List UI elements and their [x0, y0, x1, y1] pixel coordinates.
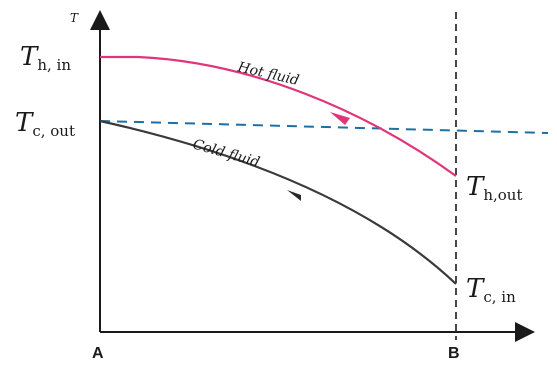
- t-c-in-label: Tc, in: [466, 274, 516, 306]
- y-axis-label: T: [70, 11, 79, 25]
- tc-out-reference-line: [99, 120, 549, 134]
- t-h-out-main: T: [466, 172, 485, 202]
- hot-fluid-curve: [100, 55, 457, 177]
- t-h-out-sub: h,out: [483, 186, 522, 204]
- t-c-in-sub: c, in: [483, 288, 516, 306]
- t-c-in-main: T: [466, 274, 485, 304]
- t-h-in-main: T: [20, 42, 39, 72]
- t-c-out-main: T: [15, 108, 34, 138]
- t-h-in-label: Th, in: [20, 42, 71, 74]
- t-h-out-label: Th,out: [466, 172, 523, 204]
- t-h-in-sub: h, in: [37, 56, 71, 74]
- cold-fluid-curve: [99, 119, 457, 285]
- point-a-label: A: [92, 345, 104, 362]
- point-b-label: B: [448, 345, 460, 362]
- cold-fluid-label: Cold fluid: [191, 136, 262, 170]
- t-c-out-label: Tc, out: [15, 108, 75, 140]
- hot-fluid-arrow: [330, 112, 350, 125]
- t-c-out-sub: c, out: [32, 122, 75, 140]
- hot-fluid-label: Hot fluid: [235, 59, 301, 89]
- cold-fluid-arrow: [287, 190, 301, 201]
